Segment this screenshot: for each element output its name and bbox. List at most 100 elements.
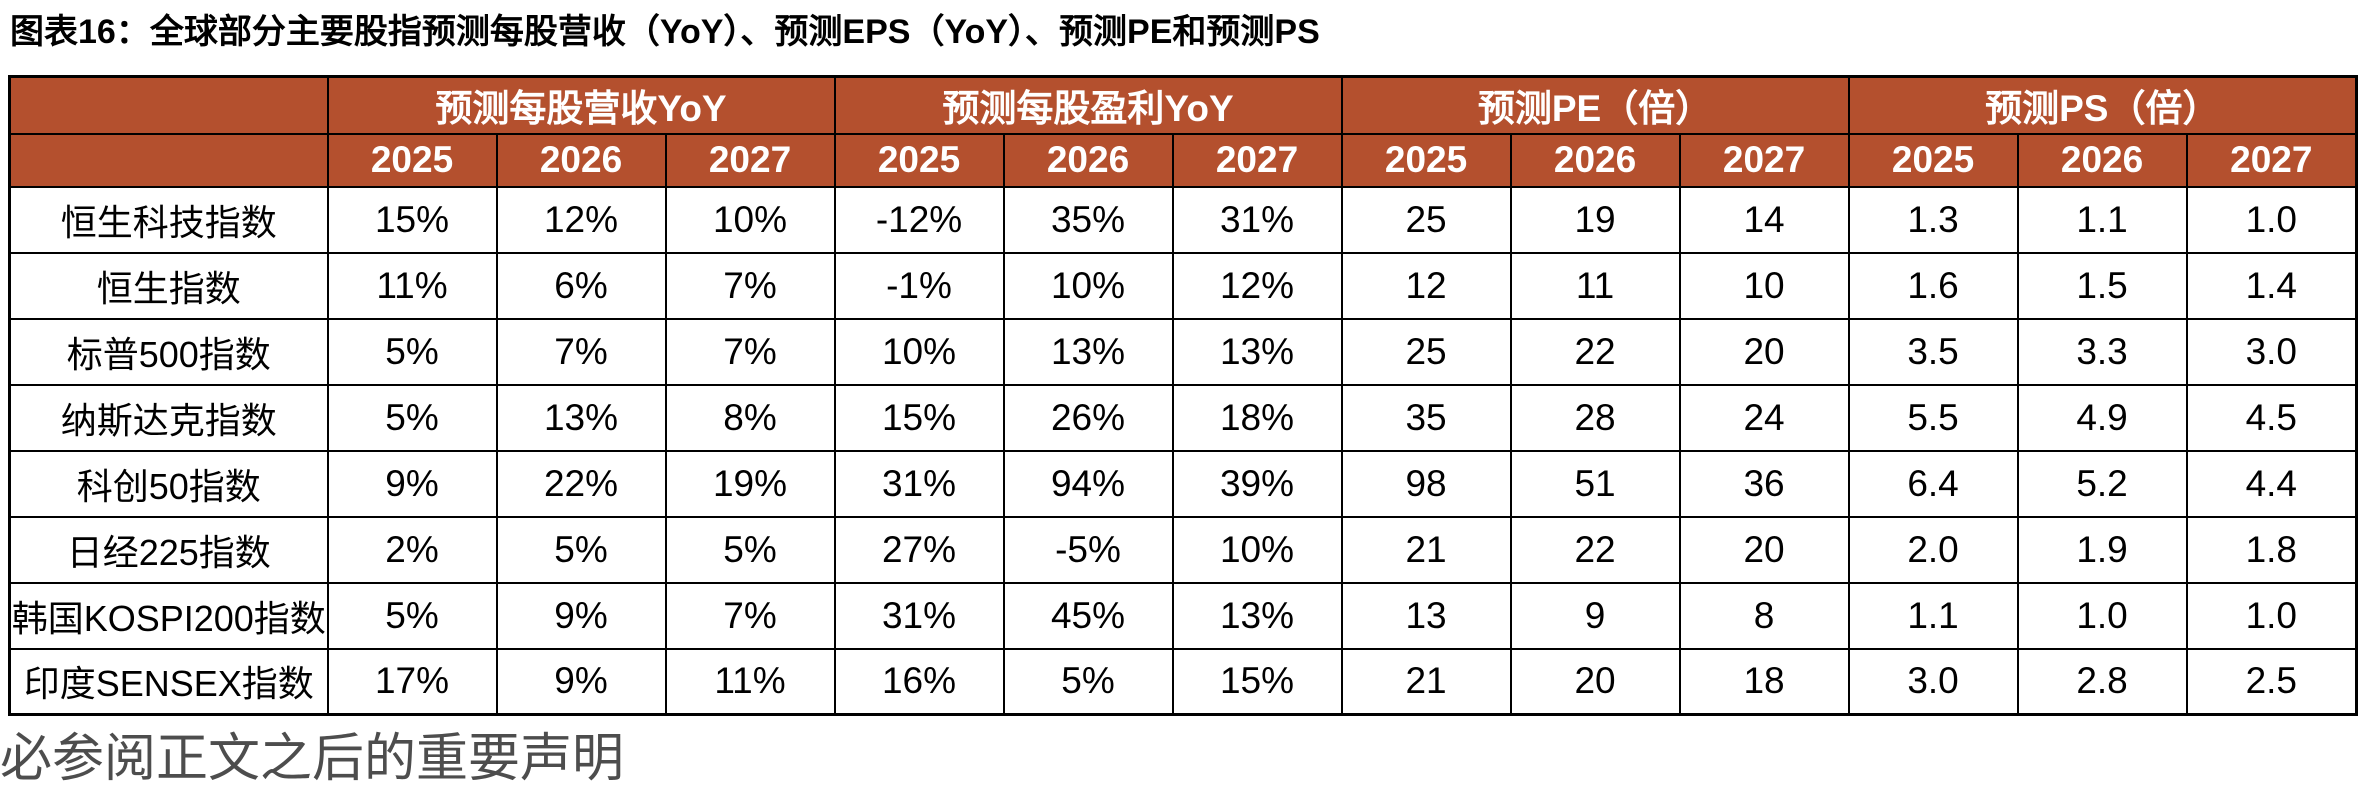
table-cell: 21 [1340,647,1512,716]
table-cell: 36 [1678,449,1850,518]
table-cell: 9 [1509,581,1681,650]
table-cell: 2% [326,515,498,584]
table-row: 纳斯达克指数 5% 13% 8% 15% 26% 18% 35 28 24 5.… [8,383,2358,452]
table-cell: 1.9 [2016,515,2188,584]
table-cell: 25 [1340,317,1512,386]
table-row: 韩国KOSPI200指数 5% 9% 7% 31% 45% 13% 13 9 8… [8,581,2358,650]
table-row: 标普500指数 5% 7% 7% 10% 13% 13% 25 22 20 3.… [8,317,2358,386]
table-cell: 2.8 [2016,647,2188,716]
table-cell: 13% [495,383,667,452]
table-cell: 1.1 [2016,185,2188,254]
table-cell: 5% [495,515,667,584]
table-cell: 10% [1171,515,1343,584]
table-cell: 20 [1678,515,1850,584]
group-header-ps: 预测PS（倍） [1847,75,2358,135]
table-cell: 16% [833,647,1005,716]
table-cell: 1.3 [1847,185,2019,254]
index-name-cell: 恒生科技指数 [8,185,329,254]
table-cell: 13% [1171,581,1343,650]
table-cell: 15% [326,185,498,254]
table-cell: 1.8 [2185,515,2358,584]
table-cell: 13% [1002,317,1174,386]
table-cell: 5% [1002,647,1174,716]
table-cell: 1.5 [2016,251,2188,320]
table-cell: 2.5 [2185,647,2358,716]
table-cell: 3.0 [2185,317,2358,386]
table-cell: 5% [664,515,836,584]
table-cell: 4.9 [2016,383,2188,452]
index-name-cell: 纳斯达克指数 [8,383,329,452]
table-cell: 13 [1340,581,1512,650]
table-cell: 11% [326,251,498,320]
table-cell: 15% [1171,647,1343,716]
table-cell: 3.3 [2016,317,2188,386]
footer-disclaimer: 必参阅正文之后的重要声明 [0,730,625,788]
table-cell: 18 [1678,647,1850,716]
index-name-cell: 韩国KOSPI200指数 [8,581,329,650]
index-name-cell: 日经225指数 [8,515,329,584]
table-row: 科创50指数 9% 22% 19% 31% 94% 39% 98 51 36 6… [8,449,2358,518]
table-cell: 19% [664,449,836,518]
index-name-cell: 印度SENSEX指数 [8,647,329,716]
index-name-cell: 标普500指数 [8,317,329,386]
year-header: 2025 [1847,132,2019,188]
table-cell: -12% [833,185,1005,254]
table-cell: 35% [1002,185,1174,254]
year-header: 2027 [1171,132,1343,188]
table-cell: 1.0 [2185,581,2358,650]
table-cell: 26% [1002,383,1174,452]
table-cell: 45% [1002,581,1174,650]
table-cell: 18% [1171,383,1343,452]
table-cell: 1.1 [1847,581,2019,650]
table-cell: -1% [833,251,1005,320]
group-header-eps-yoy: 预测每股盈利YoY [833,75,1343,135]
table-cell: 12 [1340,251,1512,320]
table-cell: 31% [833,581,1005,650]
table-cell: 5% [326,581,498,650]
year-header: 2025 [326,132,498,188]
table-cell: 9% [495,647,667,716]
table-cell: 28 [1509,383,1681,452]
table-cell: 35 [1340,383,1512,452]
year-header: 2026 [1002,132,1174,188]
table-cell: 8 [1678,581,1850,650]
year-header: 2027 [2185,132,2358,188]
table-cell: 7% [664,251,836,320]
table-cell: 7% [495,317,667,386]
table-cell: 27% [833,515,1005,584]
table-cell: 15% [833,383,1005,452]
table-cell: 8% [664,383,836,452]
year-header: 2025 [1340,132,1512,188]
table-cell: 31% [1171,185,1343,254]
index-name-cell: 恒生指数 [8,251,329,320]
table-cell: 20 [1509,647,1681,716]
table-cell: 10% [1002,251,1174,320]
table-cell: 21 [1340,515,1512,584]
table-cell: 11 [1509,251,1681,320]
table-cell: 39% [1171,449,1343,518]
table-cell: 12% [495,185,667,254]
corner-cell-2 [8,132,329,188]
table-cell: 11% [664,647,836,716]
table-cell: 9% [326,449,498,518]
table-cell: 24 [1678,383,1850,452]
table-cell: 1.4 [2185,251,2358,320]
table-row: 恒生指数 11% 6% 7% -1% 10% 12% 12 11 10 1.6 … [8,251,2358,320]
year-header: 2027 [664,132,836,188]
table-cell: 17% [326,647,498,716]
table-cell: 5% [326,383,498,452]
table-cell: 22 [1509,317,1681,386]
year-header: 2027 [1678,132,1850,188]
table-cell: 20 [1678,317,1850,386]
table-cell: 4.5 [2185,383,2358,452]
table-cell: 22% [495,449,667,518]
corner-cell [8,75,329,135]
table-cell: 1.6 [1847,251,2019,320]
index-name-cell: 科创50指数 [8,449,329,518]
table-cell: 5.2 [2016,449,2188,518]
table-cell: 3.5 [1847,317,2019,386]
year-header: 2026 [1509,132,1681,188]
table-cell: 1.0 [2016,581,2188,650]
table-cell: 9% [495,581,667,650]
table-cell: 51 [1509,449,1681,518]
